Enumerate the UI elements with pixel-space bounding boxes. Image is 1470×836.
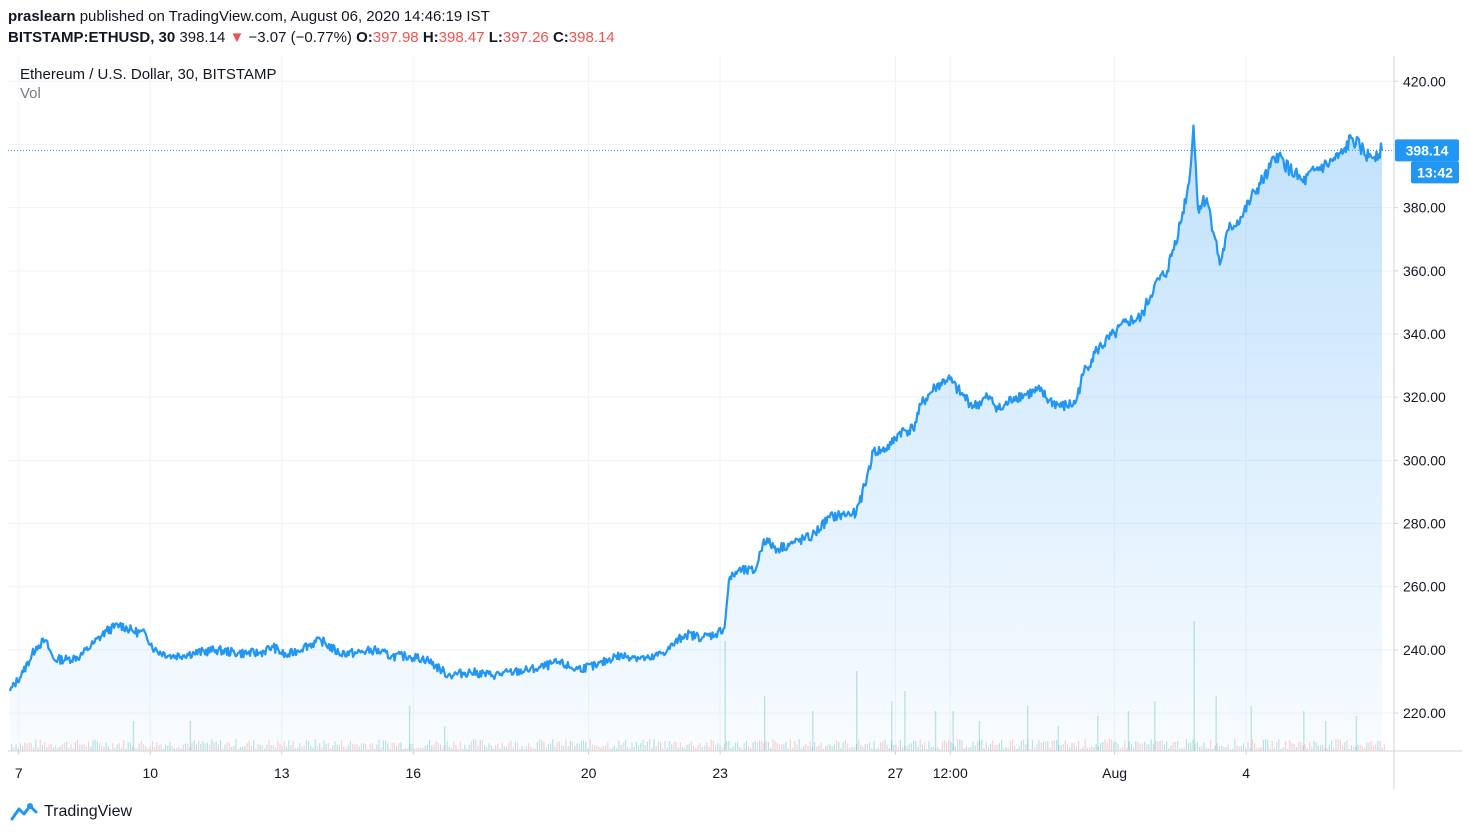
x-tick-label: 13 xyxy=(274,765,290,781)
price-chart[interactable]: 220.00 240.00 260.00 280.00 300.00 320.00 340.… xyxy=(8,56,1462,789)
chart-legend: Ethereum / U.S. Dollar, 30, BITSTAMP Vol xyxy=(20,66,276,102)
y-tick-label: 420.00 xyxy=(1403,73,1446,89)
ohlc-line: BITSTAMP:ETHUSD, 30 398.14 ▼ −3.07 (−0.7… xyxy=(8,27,615,48)
low-label: L: xyxy=(488,29,503,46)
volume-label: Vol xyxy=(20,85,41,102)
chart-header: praslearn published on TradingView.com, … xyxy=(8,6,615,48)
volume-bar xyxy=(1383,744,1385,751)
x-tick-label: 12:00 xyxy=(933,765,968,781)
x-tick-label: 23 xyxy=(712,765,728,781)
y-tick-label: 360.00 xyxy=(1403,263,1446,279)
price-labels: 398.14 13:42 xyxy=(1395,139,1459,184)
open-label: O: xyxy=(356,29,373,46)
countdown-badge-label: 13:42 xyxy=(1417,164,1453,180)
volume-bar xyxy=(1381,747,1383,751)
last-price-badge-label: 398.14 xyxy=(1406,142,1449,158)
low-value: 397.26 xyxy=(502,29,549,46)
y-tick-label: 280.00 xyxy=(1403,516,1446,532)
tradingview-brand[interactable]: TradingView xyxy=(10,801,132,823)
high-label: H: xyxy=(422,29,439,46)
close-label: C: xyxy=(552,29,569,46)
publish-info: published on TradingView.com, August 06,… xyxy=(79,8,490,25)
x-tick-label: 27 xyxy=(888,765,904,781)
y-tick-label: 300.00 xyxy=(1403,452,1446,468)
author-name[interactable]: praslearn xyxy=(8,8,76,25)
y-tick-label: 240.00 xyxy=(1403,642,1446,658)
countdown-badge xyxy=(1411,161,1459,184)
symbol-label: BITSTAMP:ETHUSD, 30 xyxy=(8,29,176,46)
grid-lines xyxy=(8,56,1394,751)
x-tick-label: 7 xyxy=(15,765,23,781)
x-axis[interactable]: 7 10 13 16 20 23 27 12:00 Aug 4 xyxy=(15,751,1250,781)
x-tick-label: 10 xyxy=(142,765,158,781)
last-price: 398.14 xyxy=(179,29,226,46)
x-tick-label: Aug xyxy=(1102,765,1127,781)
high-value: 398.47 xyxy=(438,29,485,46)
price-area-fill xyxy=(10,125,1382,751)
brand-name: TradingView xyxy=(44,803,133,820)
last-price-badge xyxy=(1395,139,1459,162)
publish-line: praslearn published on TradingView.com, … xyxy=(8,6,615,27)
price-change: −3.07 (−0.77%) xyxy=(248,29,352,46)
price-line xyxy=(8,124,1384,692)
y-tick-label: 260.00 xyxy=(1403,579,1446,595)
x-tick-label: 16 xyxy=(405,765,421,781)
y-tick-label: 320.00 xyxy=(1403,389,1446,405)
y-tick-label: 220.00 xyxy=(1403,705,1446,721)
x-tick-label: 4 xyxy=(1242,765,1250,781)
y-tick-label: 380.00 xyxy=(1403,200,1446,216)
down-arrow-icon: ▼ xyxy=(229,29,245,46)
tradingview-logo-icon xyxy=(10,803,38,821)
close-value: 398.14 xyxy=(568,29,615,46)
series-title: Ethereum / U.S. Dollar, 30, BITSTAMP xyxy=(20,66,277,83)
y-tick-label: 340.00 xyxy=(1403,326,1446,342)
x-tick-label: 20 xyxy=(581,765,597,781)
open-value: 397.98 xyxy=(372,29,419,46)
